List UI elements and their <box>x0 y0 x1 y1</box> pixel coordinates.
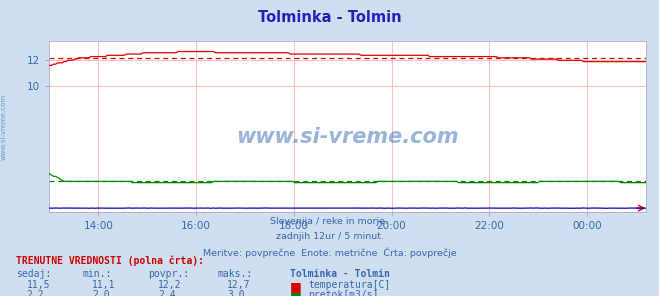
Text: 12,2: 12,2 <box>158 280 182 290</box>
Text: povpr.:: povpr.: <box>148 269 189 279</box>
Text: TRENUTNE VREDNOSTI (polna črta):: TRENUTNE VREDNOSTI (polna črta): <box>16 255 204 266</box>
Text: Meritve: povprečne  Enote: metrične  Črta: povprečje: Meritve: povprečne Enote: metrične Črta:… <box>203 247 456 258</box>
Text: zadnjih 12ur / 5 minut.: zadnjih 12ur / 5 minut. <box>275 232 384 241</box>
Text: 2,0: 2,0 <box>92 290 110 296</box>
Text: www.si-vreme.com: www.si-vreme.com <box>237 127 459 147</box>
Text: sedaj:: sedaj: <box>16 269 51 279</box>
Text: maks.:: maks.: <box>217 269 252 279</box>
Text: 11,1: 11,1 <box>92 280 116 290</box>
Text: ■: ■ <box>290 290 302 296</box>
Text: 12,7: 12,7 <box>227 280 251 290</box>
Text: 2,4: 2,4 <box>158 290 176 296</box>
Text: temperatura[C]: temperatura[C] <box>308 280 391 290</box>
Text: www.si-vreme.com: www.si-vreme.com <box>0 94 7 160</box>
Text: ■: ■ <box>290 280 302 293</box>
Text: Tolminka - Tolmin: Tolminka - Tolmin <box>290 269 390 279</box>
Text: min.:: min.: <box>82 269 112 279</box>
Text: Tolminka - Tolmin: Tolminka - Tolmin <box>258 10 401 25</box>
Text: 2,2: 2,2 <box>26 290 44 296</box>
Text: pretok[m3/s]: pretok[m3/s] <box>308 290 379 296</box>
Text: 3,0: 3,0 <box>227 290 245 296</box>
Text: 11,5: 11,5 <box>26 280 50 290</box>
Text: Slovenija / reke in morje.: Slovenija / reke in morje. <box>270 217 389 226</box>
